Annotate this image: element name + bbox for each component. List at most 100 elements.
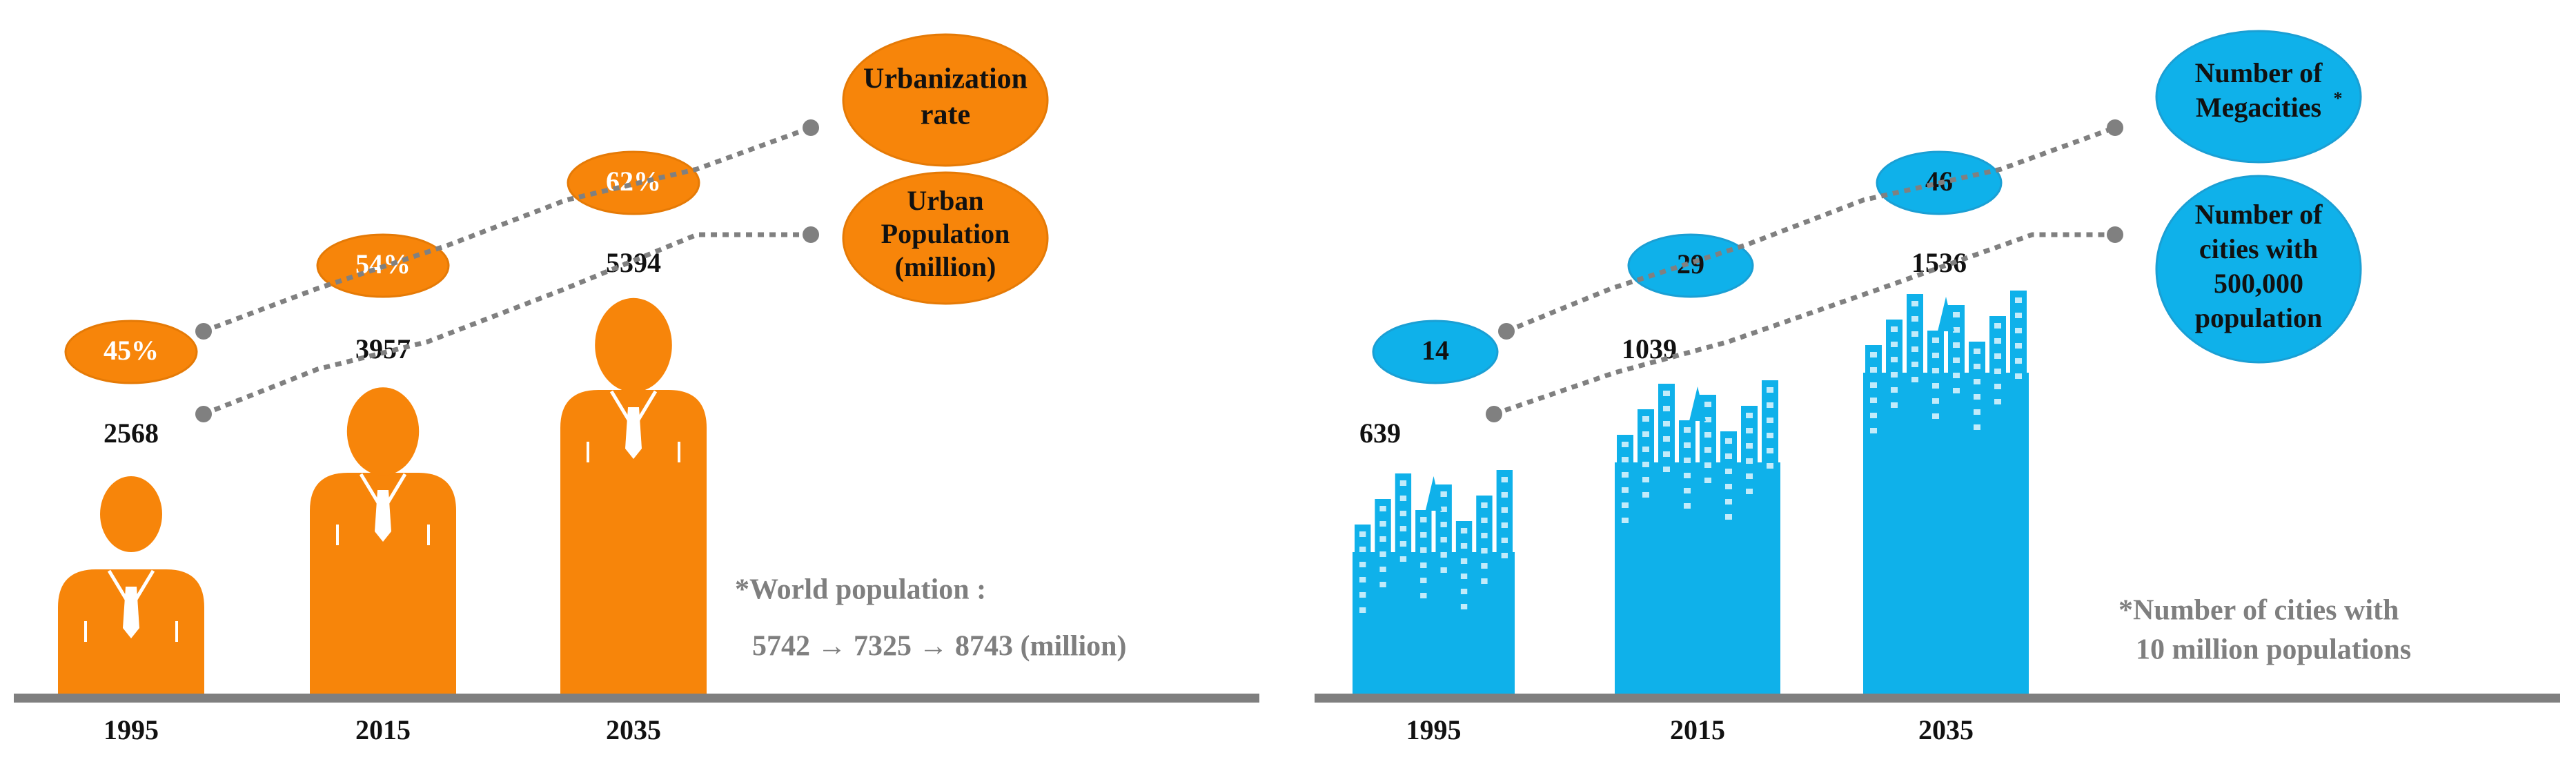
- urban-population-trend-end-dot: [803, 226, 819, 243]
- building-window: [1420, 562, 1427, 568]
- building-window: [1460, 528, 1468, 533]
- legend-text: Number of: [2195, 57, 2323, 88]
- world-population-note: *World population :: [735, 574, 986, 606]
- ground-line: [14, 694, 1259, 703]
- building-window: [1974, 349, 1980, 354]
- building-window: [1440, 567, 1447, 573]
- building-window: [1481, 563, 1488, 569]
- building-window: [1460, 574, 1468, 579]
- person-body: [560, 390, 707, 694]
- megacities-bubble-1995: [1372, 320, 1499, 384]
- building-window: [1420, 547, 1427, 553]
- year-label-2035: 2035: [1918, 714, 1974, 745]
- person-tie: [625, 407, 642, 459]
- building-spire: [1938, 297, 1954, 331]
- building-window: [1767, 387, 1773, 393]
- building-window: [1399, 480, 1407, 486]
- building-window: [1953, 312, 1960, 317]
- building-window: [1379, 536, 1386, 542]
- building-window: [1460, 589, 1468, 594]
- urban-population-value-2015: 3957: [355, 333, 411, 364]
- building: [1415, 510, 1432, 552]
- urbanization-panel: 1995 2015 203545%54%62%256839575394Urbaniz…: [14, 33, 1259, 745]
- building-window: [1953, 373, 1960, 378]
- building-window: [1379, 506, 1386, 511]
- building-window: [1911, 316, 1918, 322]
- legend-text: population: [2195, 302, 2323, 333]
- building-window: [1911, 331, 1918, 337]
- building: [1927, 331, 1944, 373]
- building-window: [1622, 442, 1629, 447]
- building-window: [1891, 342, 1898, 347]
- cities-500k-value-1995: 639: [1359, 418, 1401, 449]
- building-window: [1460, 543, 1468, 549]
- building-window: [1642, 447, 1649, 452]
- building-window: [1663, 391, 1670, 396]
- year-label-1995: 1995: [104, 714, 159, 745]
- building-window: [1953, 357, 1960, 363]
- building-window: [1642, 416, 1649, 422]
- building-window: [1481, 518, 1488, 523]
- building-window: [1746, 473, 1753, 479]
- building-window: [1379, 567, 1386, 572]
- building-window: [1974, 424, 1980, 430]
- building-window: [1359, 577, 1366, 582]
- building-window: [1399, 526, 1407, 531]
- building-window: [1663, 421, 1670, 427]
- building-window: [1725, 499, 1732, 505]
- building-window: [1663, 406, 1670, 411]
- building-window: [1440, 552, 1447, 558]
- building: [1455, 521, 1473, 552]
- building-window: [1481, 533, 1488, 538]
- urban-population-value-2035: 5394: [606, 247, 661, 278]
- building-window: [1870, 352, 1877, 357]
- building-window: [1460, 558, 1468, 564]
- legend-text: Urbanization: [863, 63, 1028, 95]
- legend-urbanization-rate: Urbanization rate: [842, 33, 1049, 167]
- urbanization-rate-value-1995: 45%: [104, 335, 159, 366]
- building-window: [1622, 487, 1629, 493]
- building-window: [1440, 491, 1447, 497]
- building-window: [2015, 313, 2022, 318]
- person-icon-2015: [310, 387, 456, 694]
- building-window: [1704, 447, 1711, 453]
- building-window: [1440, 522, 1447, 527]
- building-window: [1359, 531, 1366, 537]
- city-icon-1995: [1353, 470, 1515, 694]
- city-base: [1863, 373, 2029, 694]
- year-label-1995: 1995: [1406, 714, 1462, 745]
- building-window: [1642, 477, 1649, 482]
- building-window: [1379, 551, 1386, 557]
- year-label-2015: 2015: [1670, 714, 1725, 745]
- building-window: [1725, 514, 1732, 520]
- building-window: [1891, 326, 1898, 332]
- building-window: [1891, 387, 1898, 393]
- urbanization-rate-value-2015: 54%: [355, 248, 411, 280]
- building: [1476, 496, 1493, 552]
- building-window: [1767, 463, 1773, 469]
- person-tie: [123, 587, 139, 638]
- building-window: [1932, 368, 1939, 373]
- building-window: [1704, 462, 1711, 468]
- building-window: [1642, 462, 1649, 467]
- cities-500k-trend: [1493, 232, 2115, 417]
- person-head: [346, 387, 420, 476]
- building-window: [1932, 353, 1939, 358]
- building-window: [1746, 443, 1753, 449]
- building-window: [1704, 478, 1711, 483]
- building-window: [1994, 323, 2001, 329]
- legend-bubble: [2155, 175, 2362, 364]
- building-window: [1379, 582, 1386, 587]
- building-window: [2015, 358, 2022, 364]
- building-window: [1953, 388, 1960, 393]
- city-icon-2015: [1615, 380, 1780, 694]
- building-window: [1870, 382, 1877, 388]
- building-window: [1684, 488, 1691, 493]
- legend-text: Population: [881, 218, 1010, 249]
- building-window: [1440, 537, 1447, 542]
- building-window: [1767, 448, 1773, 453]
- building-window: [1460, 604, 1468, 609]
- building-window: [1481, 548, 1488, 554]
- building-window: [1725, 453, 1732, 459]
- building-window: [1932, 413, 1939, 419]
